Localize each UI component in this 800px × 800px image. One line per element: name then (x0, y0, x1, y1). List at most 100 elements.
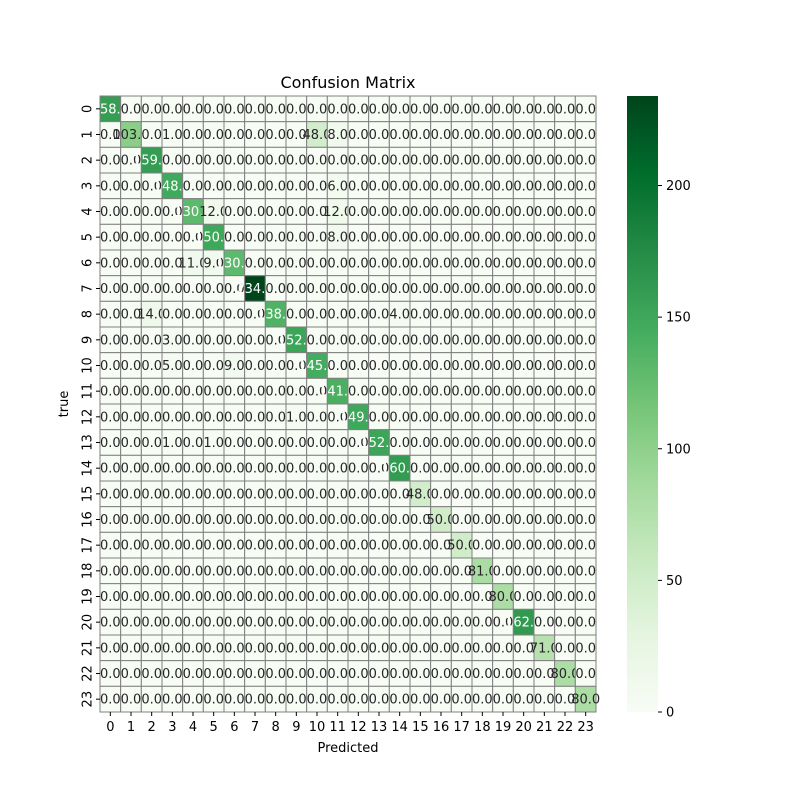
cell-value-label: 0.0 (100, 487, 121, 502)
cell-value-label: 0.0 (451, 102, 472, 117)
cell-value-label: 0.0 (121, 462, 142, 477)
cell-value-label: 0.0 (307, 154, 328, 169)
cell-value-label: 0.0 (534, 359, 555, 374)
cell-value-label: 9.0 (203, 256, 224, 271)
cell-value-label: 0.0 (431, 590, 452, 605)
cell-value-label: 0.0 (369, 616, 390, 631)
cell-value-label: 0.0 (555, 205, 576, 220)
cell-value-label: 0.0 (265, 128, 286, 143)
cell-value-label: 0.0 (307, 590, 328, 605)
cell-value-label: 0.0 (389, 539, 410, 554)
cell-value-label: 0.0 (513, 539, 534, 554)
cell-value-label: 0.0 (472, 231, 493, 246)
cell-value-label: 0.0 (203, 282, 224, 297)
cell-value-label: 0.0 (141, 539, 162, 554)
cell-value-label: 138.0 (257, 308, 294, 323)
cell-value-label: 145.0 (298, 359, 335, 374)
cell-value-label: 0.0 (141, 462, 162, 477)
cell-value-label: 0.0 (141, 205, 162, 220)
cell-value-label: 0.0 (100, 308, 121, 323)
cell-value-label: 0.0 (162, 410, 183, 425)
cell-value-label: 0.0 (121, 154, 142, 169)
cell-value-label: 0.0 (451, 128, 472, 143)
y-tick-label: 0 (81, 105, 96, 113)
y-tick-label: 4 (81, 207, 96, 215)
cell-value-label: 0.0 (534, 282, 555, 297)
y-tick-label: 7 (81, 284, 96, 292)
y-tick-label: 6 (81, 259, 96, 267)
cell-value-label: 0.0 (307, 487, 328, 502)
cell-value-label: 0.0 (451, 410, 472, 425)
cell-value-label: 6.0 (327, 179, 348, 194)
cell-value-label: 0.0 (245, 308, 266, 323)
cell-value-label: 0.0 (162, 641, 183, 656)
cell-value-label: 0.0 (224, 282, 245, 297)
cell-value-label: 0.0 (121, 359, 142, 374)
cell-value-label: 0.0 (203, 693, 224, 708)
y-axis-label: true (57, 391, 72, 418)
cell-value-label: 0.0 (410, 282, 431, 297)
cell-value-label: 0.0 (451, 641, 472, 656)
cell-value-label: 0.0 (265, 410, 286, 425)
cell-value-label: 48.0 (303, 128, 332, 143)
cell-value-label: 0.0 (286, 359, 307, 374)
cell-value-label: 0.0 (100, 564, 121, 579)
cell-value-label: 0.0 (493, 693, 514, 708)
cell-value-label: 1.0 (203, 436, 224, 451)
cell-value-label: 148.0 (154, 179, 191, 194)
cell-value-label: 0.0 (513, 385, 534, 400)
y-tick-label: 23 (81, 691, 96, 708)
cell-value-label: 0.0 (265, 282, 286, 297)
cell-value-label: 0.0 (307, 616, 328, 631)
cell-value-label: 0.0 (472, 487, 493, 502)
cell-value-label: 0.0 (224, 462, 245, 477)
cell-value-label: 0.0 (224, 154, 245, 169)
cell-value-label: 0.0 (431, 667, 452, 682)
cell-value-label: 0.0 (575, 205, 596, 220)
cell-value-label: 0.0 (389, 359, 410, 374)
cell-value-label: 0.0 (224, 590, 245, 605)
cell-value-label: 0.0 (327, 641, 348, 656)
cell-value-label: 0.0 (183, 462, 204, 477)
cell-value-label: 0.0 (307, 641, 328, 656)
cell-value-label: 0.0 (307, 205, 328, 220)
x-axis-ticks: 0 1 2 3 4 5 6 7 8 9 10 11 12 13 14 15 16 17 18 19 20 21 22 23 (106, 712, 594, 735)
cell-value-label: 0.0 (162, 102, 183, 117)
cell-value-label: 152.0 (360, 436, 397, 451)
cell-value-label: 0.0 (121, 693, 142, 708)
cell-value-label: 0.0 (307, 282, 328, 297)
cell-value-label: 0.0 (513, 308, 534, 323)
cell-value-label: 0.0 (534, 436, 555, 451)
cell-value-label: 0.0 (203, 385, 224, 400)
y-tick-label: 13 (81, 434, 96, 451)
cell-value-label: 0.0 (100, 333, 121, 348)
cell-value-label: 0.0 (224, 231, 245, 246)
cell-value-label: 0.0 (410, 667, 431, 682)
cell-value-label: 0.0 (472, 154, 493, 169)
cell-value-label: 0.0 (472, 616, 493, 631)
cell-value-label: 0.0 (555, 333, 576, 348)
cell-value-label: 0.0 (555, 616, 576, 631)
cell-value-label: 0.0 (575, 102, 596, 117)
cell-value-label: 0.0 (141, 385, 162, 400)
cell-value-label: 0.0 (307, 308, 328, 323)
cell-value-label: 0.0 (121, 667, 142, 682)
cell-value-label: 0.0 (141, 487, 162, 502)
cell-value-label: 0.0 (307, 179, 328, 194)
cell-value-label: 0.0 (575, 256, 596, 271)
cell-value-label: 0.0 (348, 564, 369, 579)
cell-value-label: 0.0 (286, 616, 307, 631)
cell-value-label: 0.0 (162, 564, 183, 579)
cell-value-label: 0.0 (410, 590, 431, 605)
cell-value-label: 0.0 (265, 641, 286, 656)
cell-value-label: 234.0 (236, 282, 273, 297)
cell-value-label: 0.0 (472, 513, 493, 528)
cell-value-label: 0.0 (348, 179, 369, 194)
cell-value-label: 0.0 (575, 539, 596, 554)
cell-value-label: 152.0 (278, 333, 315, 348)
cell-value-label: 0.0 (183, 410, 204, 425)
cell-value-label: 0.0 (224, 539, 245, 554)
cell-value-label: 0.0 (534, 231, 555, 246)
cell-value-label: 0.0 (369, 359, 390, 374)
cell-value-label: 0.0 (575, 179, 596, 194)
